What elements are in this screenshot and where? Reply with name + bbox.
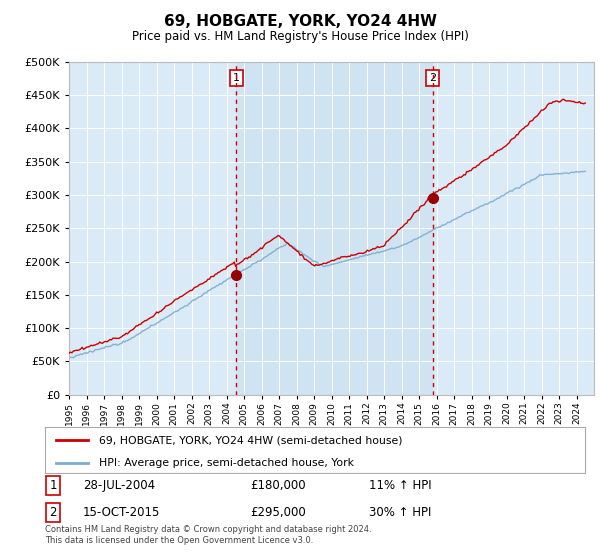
Text: 2: 2 (429, 73, 436, 83)
Bar (236, 62, 433, 395)
Text: 2: 2 (49, 506, 57, 519)
Text: 30% ↑ HPI: 30% ↑ HPI (369, 506, 431, 519)
Text: 28-JUL-2004: 28-JUL-2004 (83, 479, 155, 492)
Text: £295,000: £295,000 (250, 506, 306, 519)
Text: Price paid vs. HM Land Registry's House Price Index (HPI): Price paid vs. HM Land Registry's House … (131, 30, 469, 43)
Text: 11% ↑ HPI: 11% ↑ HPI (369, 479, 431, 492)
Text: 1: 1 (233, 73, 240, 83)
Text: Contains HM Land Registry data © Crown copyright and database right 2024.
This d: Contains HM Land Registry data © Crown c… (45, 525, 371, 545)
Text: £180,000: £180,000 (250, 479, 306, 492)
Text: 1: 1 (49, 479, 57, 492)
Text: 69, HOBGATE, YORK, YO24 4HW: 69, HOBGATE, YORK, YO24 4HW (163, 14, 437, 29)
Text: 15-OCT-2015: 15-OCT-2015 (83, 506, 160, 519)
Text: HPI: Average price, semi-detached house, York: HPI: Average price, semi-detached house,… (99, 458, 354, 468)
Text: 69, HOBGATE, YORK, YO24 4HW (semi-detached house): 69, HOBGATE, YORK, YO24 4HW (semi-detach… (99, 435, 403, 445)
